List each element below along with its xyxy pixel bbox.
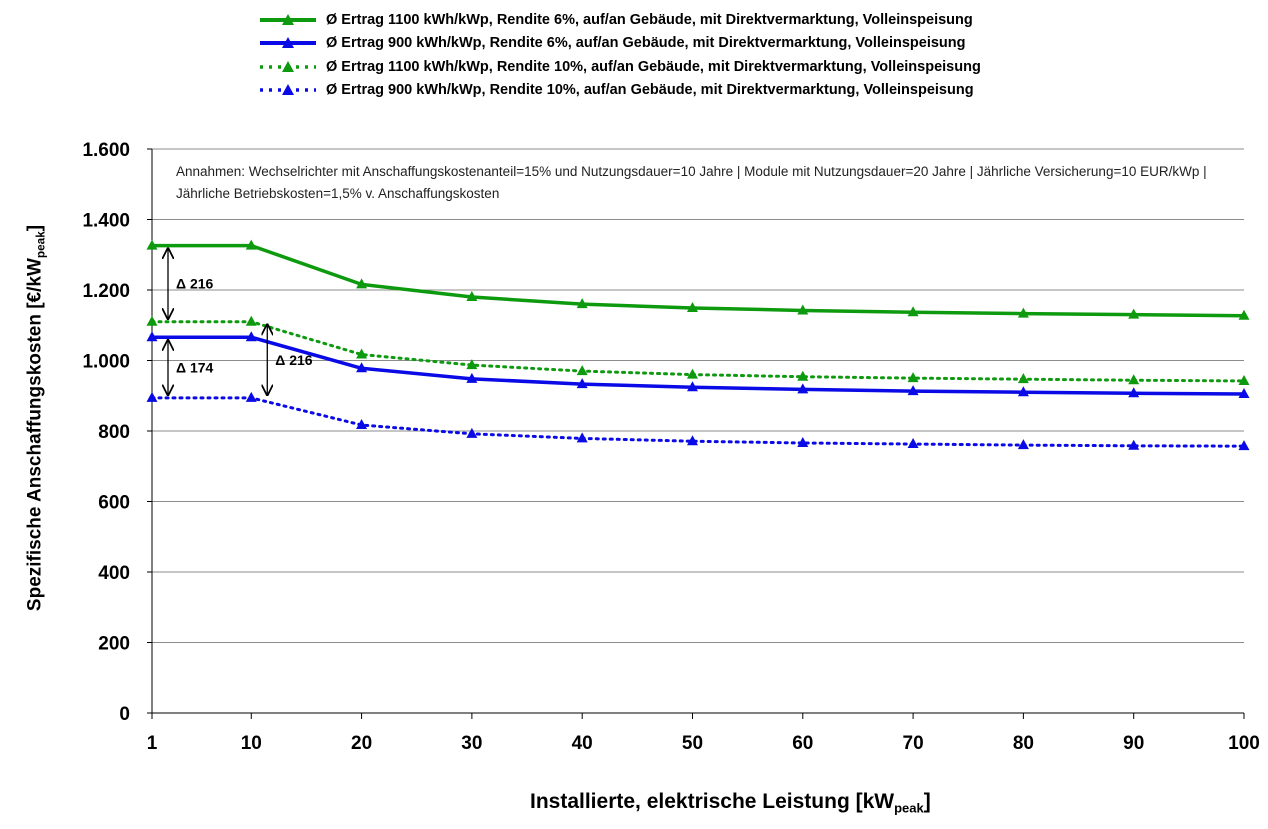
chart-legend: Ø Ertrag 1100 kWh/kWp, Rendite 6%, auf/a… [258,8,981,102]
data-point [686,301,698,312]
data-point [797,436,809,447]
series-line [152,243,1245,318]
x-tick-label: 70 [903,733,924,754]
legend-swatch [260,84,316,96]
data-point [1238,387,1250,398]
data-point [576,432,588,443]
x-tick-label: 90 [1123,733,1144,754]
data-point [245,331,257,342]
series-3 [146,315,1250,385]
x-tick-label: 10 [241,733,262,754]
data-point [686,435,698,446]
x-tick-label: 60 [792,733,813,754]
delta-label: Δ 216 [275,352,313,368]
legend-entry: Ø Ertrag 1100 kWh/kWp, Rendite 6%, auf/a… [258,8,981,32]
delta-label: Δ 216 [176,276,214,292]
data-point [146,239,158,250]
y-tick-label: 400 [98,563,130,584]
data-point [576,298,588,309]
data-point [797,370,809,381]
legend-label: Ø Ertrag 1100 kWh/kWp, Rendite 6%, auf/a… [326,11,973,28]
data-point [1017,439,1029,450]
x-tick-label: 50 [682,733,703,754]
x-tick-label: 80 [1013,733,1034,754]
data-point [146,331,158,342]
x-axis-title-subscript: peak [894,800,924,816]
legend-entry: Ø Ertrag 900 kWh/kWp, Rendite 6%, auf/an… [258,32,981,56]
data-point [1128,439,1140,450]
chart-annotation: Annahmen: Wechselrichter mit Anschaffung… [176,164,1207,201]
x-tick-label: 20 [351,733,372,754]
data-point [245,391,257,402]
data-point [466,372,478,383]
data-point [466,359,478,370]
data-point [1128,374,1140,385]
series-line [152,335,1245,396]
y-tick-label: 800 [98,422,130,443]
x-tick-label: 1 [147,733,158,754]
data-point [1128,387,1140,398]
x-tick-label: 100 [1228,733,1260,754]
legend-swatch [260,13,316,25]
data-point [686,381,698,392]
data-point [907,438,919,449]
x-tick-label: 30 [461,733,482,754]
data-point [466,291,478,302]
y-tick-label: 1.400 [82,211,130,232]
series-4 [146,391,1250,451]
data-point [1017,307,1029,318]
y-axis-title: Spezifische Anschaffungskosten [€/kWpeak… [24,225,47,611]
data-point [797,383,809,394]
y-axis-title-end: ] [24,224,46,232]
legend-entry: Ø Ertrag 900 kWh/kWp, Rendite 10%, auf/a… [258,79,981,103]
legend-entry: Ø Ertrag 1100 kWh/kWp, Rendite 10%, auf/… [258,55,981,79]
y-axis-title-text: Spezifische Anschaffungskosten [€/kW [24,258,46,612]
data-point [356,362,368,373]
data-point [466,427,478,438]
data-point [245,315,257,326]
series-line [150,396,1246,448]
legend-label: Ø Ertrag 900 kWh/kWp, Rendite 6%, auf/an… [326,35,966,52]
x-axis-title: Installierte, elektrische Leistung [kWpe… [530,790,931,816]
data-point [797,304,809,315]
data-point [1128,308,1140,319]
data-point [576,365,588,376]
x-tick-label: 40 [572,733,593,754]
data-point [245,239,257,250]
y-axis-title-subscript: peak [34,231,48,259]
delta-label: Δ 174 [176,360,214,376]
data-point [907,306,919,317]
legend-label: Ø Ertrag 900 kWh/kWp, Rendite 10%, auf/a… [326,82,974,99]
series-line [150,320,1246,383]
data-point [1238,374,1250,385]
data-point [146,315,158,326]
legend-label: Ø Ertrag 1100 kWh/kWp, Rendite 10%, auf/… [326,58,981,75]
data-point [356,348,368,359]
x-axis-title-end: ] [923,790,931,813]
legend-swatch [260,37,316,49]
y-tick-label: 200 [98,634,130,655]
y-tick-label: 600 [98,493,130,514]
y-tick-label: 1.600 [82,140,130,161]
series-1 [146,239,1250,320]
data-point [1017,386,1029,397]
data-point [146,391,158,402]
data-point [907,385,919,396]
y-tick-label: 1.200 [82,281,130,302]
legend-swatch [260,60,316,72]
series-2 [146,331,1250,398]
data-point [686,368,698,379]
data-point [356,278,368,289]
data-point [907,372,919,383]
data-point [1238,309,1250,320]
data-point [576,378,588,389]
data-point [1238,440,1250,451]
data-point [1017,373,1029,384]
y-tick-label: 0 [119,704,130,725]
y-tick-label: 1.000 [82,352,130,373]
data-point [356,419,368,430]
x-axis-title-text: Installierte, elektrische Leistung [kW [530,790,895,813]
